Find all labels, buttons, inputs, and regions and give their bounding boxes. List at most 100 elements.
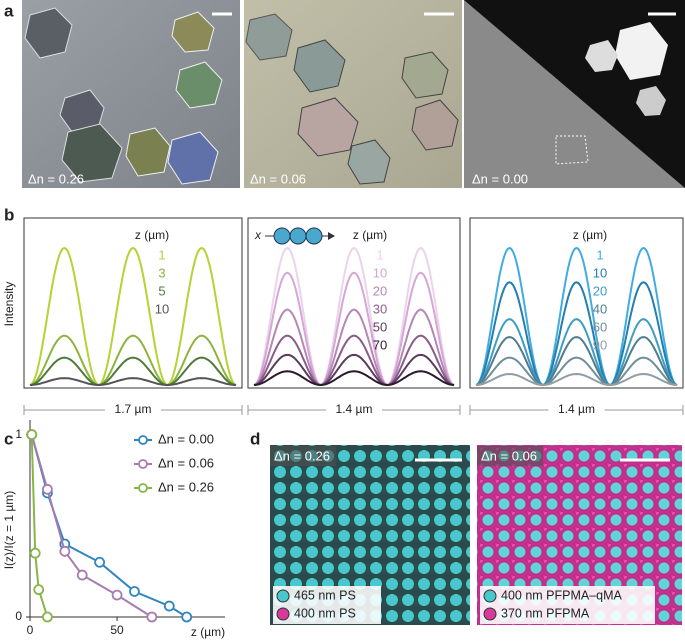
crystal — [297, 97, 359, 157]
crystal — [171, 11, 215, 53]
legend-label: 400 nm PFPMA–qMA — [501, 588, 623, 602]
data-point — [59, 545, 71, 557]
intensity-curve — [29, 356, 237, 387]
panel-label: b — [4, 205, 14, 224]
legend-marker — [138, 483, 148, 493]
legend-entry: 50 — [373, 319, 387, 334]
panel-label: d — [250, 429, 260, 448]
legend-entry: 40 — [593, 301, 607, 316]
schematic: x — [254, 227, 335, 245]
outline — [555, 135, 589, 165]
scale-label: 1.4 µm — [558, 402, 595, 416]
legend-icon — [276, 607, 290, 621]
legend-label: 370 nm PFPMA — [501, 606, 590, 620]
crystal — [175, 61, 223, 109]
legend-label: 465 nm PS — [294, 588, 356, 602]
schematic-label: x — [254, 228, 262, 242]
legend-title: z (µm) — [135, 228, 169, 242]
sphere — [305, 227, 323, 245]
intensity-curve — [475, 336, 678, 387]
x-tick-label: 0 — [27, 623, 34, 637]
plot-frame — [469, 217, 684, 389]
data-point — [181, 611, 193, 623]
intensity-curve — [253, 353, 455, 387]
micrographs — [22, 0, 685, 188]
crystal — [347, 139, 391, 185]
legend-entry: 20 — [593, 283, 607, 298]
legend-label: Δn = 0.26 — [158, 479, 214, 494]
legend-entry: 1 — [596, 247, 603, 262]
y-tick-label: 1 — [15, 427, 22, 441]
scale-label: 1.7 µm — [115, 402, 152, 416]
legend-entry: 10 — [373, 265, 387, 280]
data-point — [29, 547, 41, 559]
intensity-curve — [30, 377, 236, 386]
crystal — [245, 13, 293, 61]
sphere — [289, 227, 307, 245]
legend-label: Δn = 0.06 — [158, 455, 214, 470]
legend-entry: 70 — [373, 337, 387, 352]
crystal — [615, 22, 668, 80]
crystal — [61, 123, 123, 183]
scale-label: 1.4 µm — [336, 402, 373, 416]
image-label: Δn = 0.26 — [274, 448, 330, 463]
crystal — [585, 40, 618, 72]
data-point — [42, 483, 53, 495]
image-label: Δn = 0.26 — [28, 171, 84, 186]
data-point — [163, 600, 175, 612]
data-point — [94, 556, 106, 568]
intensity-curve — [253, 370, 455, 387]
data-point — [33, 584, 45, 596]
legend-entry: 5 — [158, 283, 165, 298]
intensity-curve — [253, 246, 455, 387]
intensity-curve — [475, 318, 678, 387]
crystal — [636, 86, 666, 116]
plot-frame — [23, 217, 243, 389]
sphere — [273, 227, 291, 245]
label-bg — [477, 446, 543, 466]
data-point — [76, 569, 88, 581]
image-label: Δn = 0.06 — [250, 171, 306, 186]
legend-entry: 1 — [158, 247, 165, 262]
legend-entry: 10 — [155, 301, 169, 316]
legend-label: Δn = 0.00 — [158, 431, 214, 446]
legend-title: z (µm) — [573, 228, 607, 242]
legend-icon — [276, 589, 290, 603]
legend-entry: 10 — [593, 265, 607, 280]
intensity-curve — [29, 334, 237, 387]
scale-bg — [105, 402, 161, 418]
legend-marker — [138, 435, 148, 445]
series-line — [30, 434, 153, 618]
image-label: Δn = 0.00 — [472, 171, 528, 186]
scale-bg — [548, 402, 605, 418]
plot-frame — [247, 217, 461, 389]
legend-entry: 1 — [376, 247, 383, 262]
legend-entry: 30 — [373, 301, 387, 316]
legend-entry: 90 — [593, 337, 607, 352]
legend-entry: 3 — [158, 265, 165, 280]
crystal — [24, 7, 73, 59]
crystal — [125, 127, 171, 177]
crystal — [401, 51, 449, 99]
legend-icon — [483, 607, 497, 621]
intensity-curve — [29, 246, 237, 387]
panel-label: c — [4, 429, 13, 448]
legend-box — [480, 586, 655, 624]
intensity-curve — [475, 356, 678, 387]
image-label: Δn = 0.06 — [481, 448, 537, 463]
intensity-curve — [475, 372, 678, 387]
intensity-curve — [253, 308, 455, 387]
legend-entry: 60 — [593, 319, 607, 334]
legend-box — [273, 586, 381, 624]
intensity-curve — [253, 334, 455, 387]
x-tick-label: 50 — [110, 623, 124, 637]
data-point — [129, 586, 140, 597]
scale-bg — [326, 402, 382, 418]
legend-icon — [483, 589, 497, 603]
data-point — [111, 589, 123, 601]
y-axis-label: I(z)/I(z = 1 µm) — [2, 491, 16, 570]
legend-entry: 20 — [373, 283, 387, 298]
intensity-curve — [253, 271, 455, 387]
y-axis-label: Intensity — [2, 282, 16, 327]
